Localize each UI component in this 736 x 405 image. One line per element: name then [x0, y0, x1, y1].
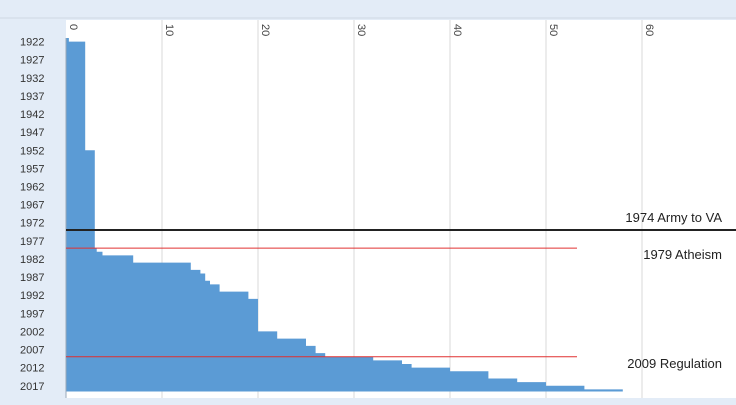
- y-tick-label: 1957: [20, 163, 44, 175]
- x-tick-label: 30: [355, 24, 367, 36]
- y-tick-label: 1932: [20, 73, 44, 85]
- annotation-label-2009: 2009 Regulation: [627, 356, 722, 371]
- y-tick-label: 1982: [20, 254, 44, 266]
- y-tick-label: 1962: [20, 182, 44, 194]
- y-tick-label: 2007: [20, 345, 44, 357]
- y-tick-label: 1947: [20, 127, 44, 139]
- x-tick-label: 0: [67, 24, 79, 30]
- y-tick-label: 1967: [20, 200, 44, 212]
- y-tick-label: 2017: [20, 381, 44, 393]
- annotation-label-1974: 1974 Army to VA: [625, 210, 722, 225]
- y-tick-label: 2012: [20, 363, 44, 375]
- y-tick-label: 1927: [20, 55, 44, 67]
- y-tick-label: 1972: [20, 218, 44, 230]
- y-tick-label: 1997: [20, 308, 44, 320]
- y-tick-label: 1937: [20, 91, 44, 103]
- y-tick-label: 1992: [20, 290, 44, 302]
- x-tick-label: 60: [643, 24, 655, 36]
- series-area: [66, 38, 623, 392]
- y-tick-label: 1987: [20, 272, 44, 284]
- x-tick-label: 20: [259, 24, 271, 36]
- annotation-label-1979: 1979 Atheism: [643, 247, 722, 262]
- y-tick-label: 1942: [20, 109, 44, 121]
- y-tick-label: 2002: [20, 326, 44, 338]
- x-tick-label: 40: [451, 24, 463, 36]
- x-tick-label: 10: [163, 24, 175, 36]
- y-tick-label: 1977: [20, 236, 44, 248]
- y-tick-label: 1952: [20, 145, 44, 157]
- y-tick-label: 1922: [20, 37, 44, 49]
- x-tick-label: 50: [547, 24, 559, 36]
